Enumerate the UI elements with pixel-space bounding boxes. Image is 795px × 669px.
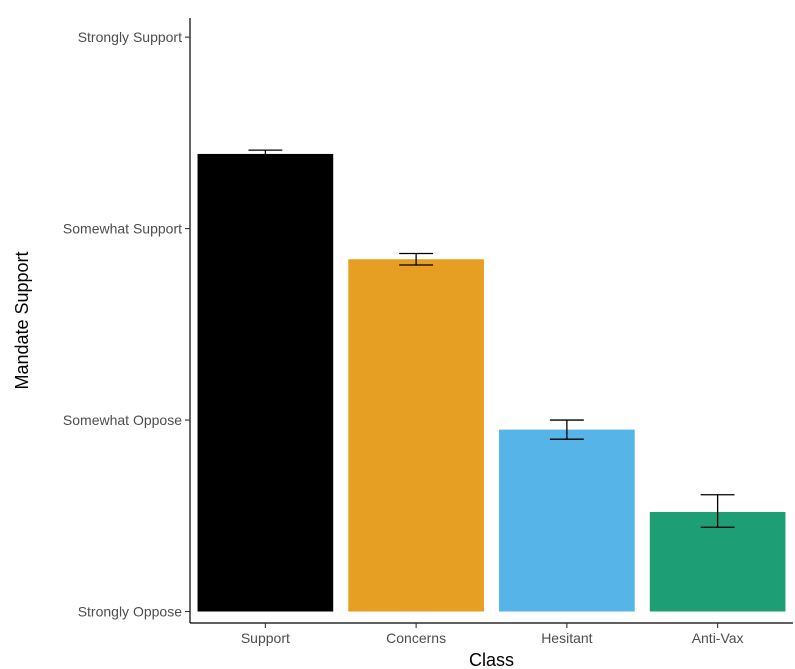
x-tick-label: Support xyxy=(241,630,290,646)
bar-concerns xyxy=(348,259,484,612)
y-axis-title: Mandate Support xyxy=(12,251,32,389)
x-axis-title: Class xyxy=(469,650,514,669)
bars-layer xyxy=(197,153,786,612)
y-axis-ticks: Strongly Oppose Somewhat Oppose Somewhat S… xyxy=(63,29,190,620)
error-bars-layer xyxy=(248,149,735,528)
x-tick-label: Anti-Vax xyxy=(692,630,744,646)
bar-support xyxy=(197,153,334,612)
y-tick-label: Somewhat Support xyxy=(63,221,182,237)
y-tick-label: Strongly Support xyxy=(78,29,182,45)
error-bar-hesitant xyxy=(549,419,584,440)
x-axis-ticks: Support Concerns Hesitant Anti-Vax xyxy=(241,623,744,646)
bar-hesitant xyxy=(499,429,635,612)
x-tick-label: Hesitant xyxy=(541,630,592,646)
error-bar-anti-vax xyxy=(700,494,735,528)
bar-anti-vax xyxy=(649,511,786,612)
error-bar-support xyxy=(248,149,283,159)
error-bar-concerns xyxy=(399,252,434,266)
y-tick-label: Strongly Oppose xyxy=(78,604,182,620)
x-tick-label: Concerns xyxy=(386,630,446,646)
y-tick-label: Somewhat Oppose xyxy=(63,412,182,428)
